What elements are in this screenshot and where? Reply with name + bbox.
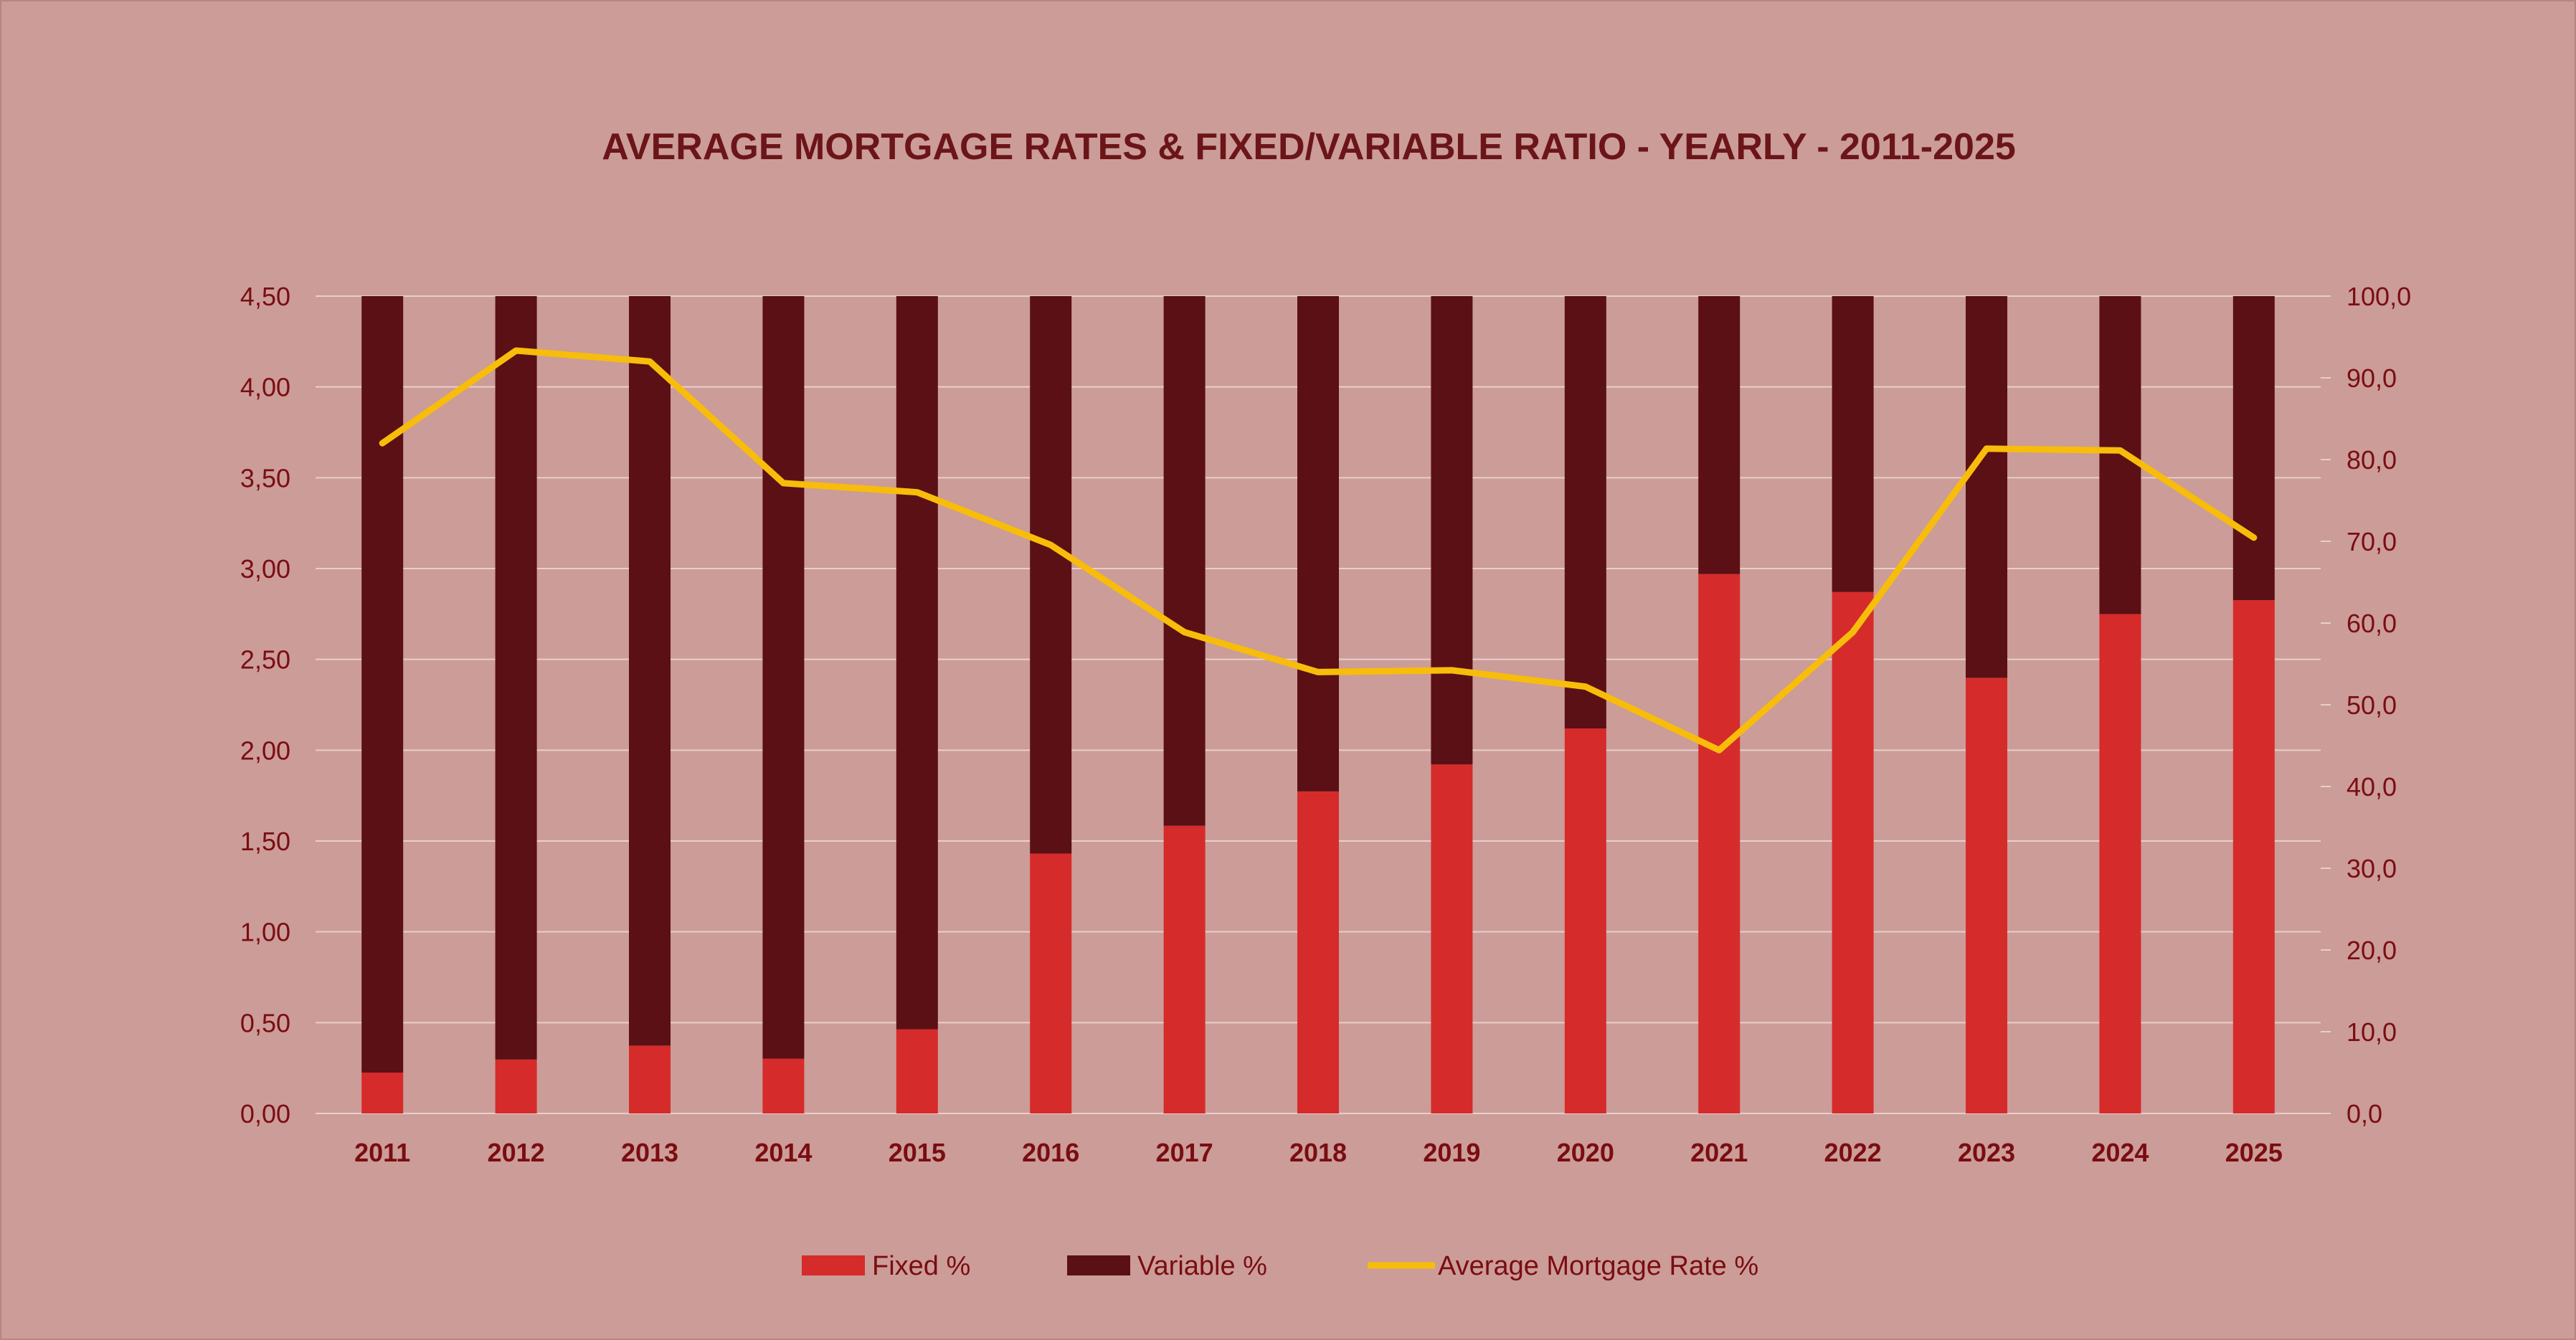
right-tick-label: 10,0 (2347, 1017, 2397, 1047)
bar-variable-2016 (1030, 296, 1072, 854)
x-tick-label: 2021 (1690, 1138, 1748, 1167)
right-tick-label: 50,0 (2347, 690, 2397, 720)
rate-point-2014 (782, 482, 785, 484)
rate-point-2025 (2253, 536, 2255, 538)
left-tick-label: 2,50 (240, 645, 290, 675)
bar-variable-2014 (762, 296, 805, 1059)
x-tick-label: 2016 (1022, 1138, 1079, 1167)
x-tick-label: 2017 (1156, 1138, 1213, 1167)
x-tick-label: 2013 (621, 1138, 678, 1167)
rate-point-2012 (515, 350, 517, 351)
x-tick-label: 2011 (354, 1138, 410, 1167)
bar-variable-2012 (495, 296, 537, 1060)
bar-fixed-2019 (1431, 764, 1473, 1113)
bar-fixed-2013 (629, 1045, 671, 1113)
bar-fixed-2017 (1163, 825, 1206, 1113)
right-tick-label: 0,0 (2347, 1099, 2382, 1128)
legend-swatch-fixed (802, 1255, 865, 1275)
rate-point-2020 (1584, 685, 1586, 688)
legend-swatch-variable (1067, 1255, 1130, 1275)
bar-fixed-2022 (1832, 591, 1874, 1113)
rate-point-2024 (2119, 450, 2121, 452)
x-axis: 2011 2012 2013 2014 2015 2016 2017 2018 2019 2020… (354, 1138, 2283, 1167)
left-tick-label: 4,50 (240, 282, 290, 311)
bar-variable-2019 (1431, 296, 1473, 765)
bar-fixed-2011 (361, 1073, 404, 1113)
rate-point-2018 (1317, 671, 1319, 673)
rate-point-2015 (916, 491, 918, 493)
left-tick-label: 1,50 (240, 827, 290, 856)
x-tick-label: 2024 (2091, 1138, 2149, 1167)
legend-label-average-rate: Average Mortgage Rate % (1438, 1251, 1758, 1281)
x-tick-label: 2020 (1557, 1138, 1614, 1167)
left-tick-label: 4,00 (240, 373, 290, 402)
rate-point-2016 (1050, 544, 1052, 546)
right-tick-label: 30,0 (2347, 854, 2397, 883)
x-tick-label: 2015 (889, 1138, 946, 1167)
bar-variable-2020 (1564, 296, 1606, 729)
bar-variable-2011 (361, 296, 404, 1073)
x-tick-label: 2023 (1958, 1138, 2015, 1167)
right-tick-label: 40,0 (2347, 772, 2397, 802)
bar-fixed-2018 (1297, 791, 1339, 1113)
rate-point-2019 (1451, 669, 1453, 671)
right-tick-label: 60,0 (2347, 609, 2397, 638)
left-tick-label: 3,50 (240, 463, 290, 493)
bar-variable-2025 (2232, 296, 2275, 601)
bar-fixed-2024 (2099, 614, 2141, 1113)
legend-label-variable: Variable % (1137, 1251, 1267, 1281)
left-tick-label: 1,00 (240, 918, 290, 947)
bar-variable-2018 (1297, 296, 1339, 792)
left-tick-label: 0,50 (240, 1008, 290, 1037)
bar-variable-2017 (1163, 296, 1206, 826)
x-tick-label: 2019 (1423, 1138, 1480, 1167)
rate-point-2021 (1718, 749, 1720, 751)
bar-fixed-2014 (762, 1058, 805, 1113)
bar-fixed-2012 (495, 1059, 537, 1113)
right-tick-label: 70,0 (2347, 527, 2397, 556)
x-tick-label: 2025 (2225, 1138, 2283, 1167)
left-tick-label: 3,00 (240, 554, 290, 584)
left-tick-label: 2,00 (240, 736, 290, 765)
right-tick-label: 80,0 (2347, 445, 2397, 475)
left-tick-label: 0,00 (240, 1099, 290, 1128)
rate-point-2023 (1986, 447, 1987, 450)
bars (361, 296, 2275, 1113)
x-tick-label: 2018 (1289, 1138, 1347, 1167)
bar-fixed-2021 (1698, 574, 1741, 1113)
chart-title: AVERAGE MORTGAGE RATES & FIXED/VARIABLE … (602, 126, 2016, 168)
right-tick-label: 100,0 (2347, 282, 2411, 311)
bar-variable-2022 (1832, 296, 1874, 592)
bar-fixed-2025 (2232, 600, 2275, 1113)
bar-variable-2015 (896, 296, 938, 1030)
x-tick-label: 2012 (488, 1138, 545, 1167)
bar-fixed-2023 (1966, 678, 2007, 1113)
legend-label-fixed: Fixed % (872, 1251, 970, 1281)
rate-point-2011 (382, 442, 384, 445)
rate-point-2017 (1183, 631, 1185, 633)
rate-point-2013 (649, 361, 650, 363)
rate-point-2022 (1852, 631, 1854, 633)
x-tick-label: 2014 (754, 1138, 812, 1167)
bar-fixed-2015 (896, 1029, 938, 1113)
bar-variable-2024 (2099, 296, 2141, 614)
right-axis: 0,0 10,0 20,0 30,0 40,0 50,0 60,0 70,0 80,0 90,0 1… (2321, 282, 2411, 1128)
bar-variable-2013 (629, 296, 671, 1046)
x-tick-label: 2022 (1824, 1138, 1882, 1167)
bar-fixed-2020 (1564, 728, 1606, 1113)
bar-variable-2023 (1966, 296, 2007, 678)
right-tick-label: 90,0 (2347, 363, 2397, 393)
bar-variable-2021 (1698, 296, 1741, 574)
legend: Fixed % Variable % Average Mortgage Rate % (802, 1251, 1758, 1281)
left-axis: 0,00 0,50 1,00 1,50 2,00 2,50 3,00 3,50 4,00 4,50 (240, 282, 290, 1128)
rate-line-layer (379, 347, 2258, 754)
right-tick-label: 20,0 (2347, 936, 2397, 965)
bar-fixed-2016 (1030, 853, 1072, 1113)
